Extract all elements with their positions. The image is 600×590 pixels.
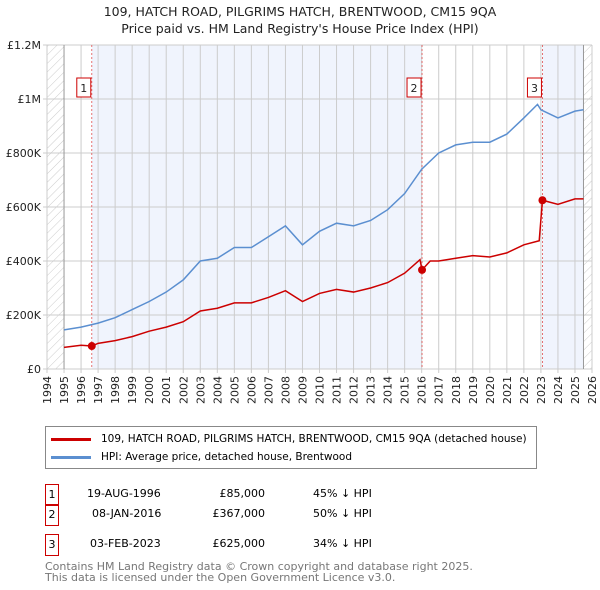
x-tick-label: 1997 — [92, 376, 105, 404]
hpi-line — [63, 103, 584, 331]
sale-badge: 3 — [45, 534, 59, 556]
y-tick-label: £800K — [6, 147, 42, 160]
x-tick-label: 2003 — [194, 376, 207, 404]
legend-item-hpi: HPI: Average price, detached house, Bren… — [51, 449, 352, 465]
x-tick-label: 2002 — [177, 376, 190, 404]
x-tick-label: 2014 — [382, 376, 395, 404]
x-tick-label: 2017 — [433, 376, 446, 404]
x-tick-label: 2005 — [228, 376, 241, 404]
x-tick-label: 2011 — [331, 376, 344, 404]
x-tick-label: 1995 — [58, 376, 71, 404]
y-tick-label: £1.2M — [7, 39, 41, 52]
legend-swatch-red — [51, 437, 91, 441]
x-tick-label: 2015 — [399, 376, 412, 404]
sale-date: 08-JAN-2016 — [92, 507, 162, 520]
sale-badge: 1 — [45, 484, 59, 506]
sale-price: £625,000 — [212, 537, 266, 550]
sale-hpi: 34% ↓ HPI — [313, 537, 372, 550]
sale-label-box — [76, 77, 92, 98]
chart-title: 109, HATCH ROAD, PILGRIMS HATCH, BRENTWO… — [103, 4, 497, 19]
legend-swatch-blue — [51, 455, 91, 459]
sale-price: £85,000 — [219, 487, 266, 500]
x-tick-label: 2000 — [143, 376, 156, 404]
sale-label: 2 — [411, 82, 418, 95]
x-tick-label: 2019 — [467, 376, 480, 404]
sale-label: 3 — [531, 82, 538, 95]
sale-price: £367,000 — [212, 507, 266, 520]
x-tick-label: 2004 — [211, 376, 224, 404]
footer-line: This data is licensed under the Open Gov… — [45, 571, 396, 584]
sale-row: 3 03-FEB-2023 £625,000 34% ↓ HPI — [45, 534, 445, 556]
x-tick-label: 2007 — [262, 376, 275, 404]
x-tick-label: 1999 — [126, 376, 139, 404]
sale-point — [538, 196, 547, 205]
chart-subtitle: Price paid vs. HM Land Registry's House … — [121, 21, 479, 36]
x-tick-label: 2024 — [552, 376, 565, 404]
legend-label: 109, HATCH ROAD, PILGRIMS HATCH, BRENTWO… — [101, 433, 527, 445]
x-tick-label: 2008 — [279, 376, 292, 404]
x-tick-label: 2012 — [348, 376, 361, 404]
plot-area: 1994 1995 1996 1997 1998 1999 2000 2001 2002 2003… — [6, 39, 599, 404]
sale-row: 2 08-JAN-2016 £367,000 50% ↓ HPI — [45, 504, 445, 526]
x-tick-label: 2025 — [569, 376, 582, 404]
y-tick-label: £600K — [6, 201, 42, 214]
sale-badge: 2 — [45, 504, 59, 526]
sale-row: 1 19-AUG-1996 £85,000 45% ↓ HPI — [45, 484, 445, 506]
footer: Contains HM Land Registry data © Crown c… — [45, 561, 473, 583]
x-tick-label: 2013 — [365, 376, 378, 404]
x-tick-label: 2022 — [518, 376, 531, 404]
sale-label-box — [526, 77, 542, 98]
sale-point — [418, 265, 427, 274]
legend-label: HPI: Average price, detached house, Bren… — [101, 451, 352, 463]
legend: 109, HATCH ROAD, PILGRIMS HATCH, BRENTWO… — [45, 426, 537, 469]
x-tick-label: 1996 — [75, 376, 88, 404]
x-tick-label: 2006 — [245, 376, 258, 404]
y-tick-label: £0 — [27, 363, 41, 376]
sale-date: 03-FEB-2023 — [90, 537, 161, 550]
sale-hpi: 45% ↓ HPI — [313, 487, 372, 500]
x-tick-label: 2023 — [535, 376, 548, 404]
legend-item-property: 109, HATCH ROAD, PILGRIMS HATCH, BRENTWO… — [51, 431, 527, 447]
x-tick-label: 2021 — [501, 376, 514, 404]
y-tick-label: £1M — [18, 93, 42, 106]
sale-label: 1 — [80, 82, 87, 95]
x-tick-label: 2018 — [450, 376, 463, 404]
x-tick-label: 2010 — [314, 376, 327, 404]
x-tick-label: 2020 — [484, 376, 497, 404]
y-tick-label: £200K — [6, 309, 42, 322]
sale-hpi: 50% ↓ HPI — [313, 507, 372, 520]
sale-label-box — [406, 77, 422, 98]
x-tick-label: 2016 — [416, 376, 429, 404]
footer-line: Contains HM Land Registry data © Crown c… — [45, 560, 473, 573]
y-tick-label: £400K — [6, 255, 42, 268]
price-paid-line — [63, 198, 584, 349]
x-tick-label: 2026 — [586, 376, 599, 404]
sale-point — [87, 342, 96, 351]
x-tick-label: 2009 — [296, 376, 309, 404]
x-tick-label: 1994 — [41, 376, 54, 404]
x-tick-label: 2001 — [160, 376, 173, 404]
sale-date: 19-AUG-1996 — [87, 487, 161, 500]
x-tick-label: 1998 — [109, 376, 122, 404]
